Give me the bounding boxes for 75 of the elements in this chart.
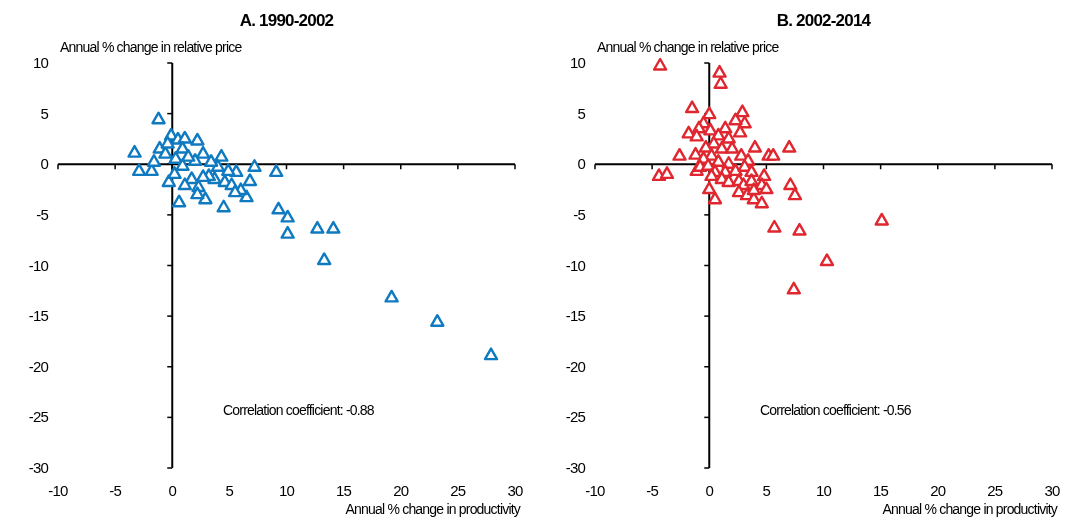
y-tick-label: 5 — [577, 104, 586, 122]
point — [384, 289, 399, 303]
point — [160, 135, 175, 149]
point — [203, 154, 219, 167]
y-axis-title: Annual % change in relative price — [597, 39, 780, 55]
y-tick-label: -10 — [565, 256, 586, 274]
point — [269, 164, 284, 178]
y-tick-label: -15 — [28, 307, 49, 325]
x-tick-label: 10 — [815, 482, 832, 499]
point — [171, 194, 187, 208]
point — [310, 220, 325, 234]
point — [131, 163, 147, 177]
y-tick-label: 0 — [577, 155, 586, 173]
x-axis-title: Annual % change in productivity — [882, 501, 1058, 517]
y-tick-label: -30 — [565, 459, 586, 476]
point — [146, 154, 162, 167]
chart-title: A. 1990-2002 — [239, 11, 334, 30]
point — [247, 159, 262, 172]
y-tick-label: 10 — [32, 54, 49, 71]
point — [151, 111, 166, 125]
y-tick-label: 0 — [40, 155, 49, 173]
annotation: Correlation coefficient: -0.56 — [760, 402, 912, 418]
point — [195, 169, 211, 183]
y-tick-label: -10 — [28, 256, 49, 274]
point — [177, 130, 193, 144]
point — [317, 252, 332, 266]
x-tick-label: 20 — [930, 482, 946, 499]
x-tick-label: 20 — [393, 482, 409, 499]
x-tick-label: 0 — [168, 482, 177, 499]
x-tick-label: 5 — [225, 482, 234, 499]
y-tick-label: 10 — [569, 54, 586, 71]
x-tick-label: 25 — [450, 482, 466, 499]
point — [167, 166, 182, 180]
x-tick-label: 0 — [705, 482, 714, 499]
point — [216, 199, 231, 213]
point — [195, 145, 211, 159]
y-tick-label: -25 — [28, 408, 49, 426]
y-tick-label: -30 — [28, 459, 49, 476]
y-tick-label: 5 — [40, 104, 49, 122]
point — [127, 144, 142, 158]
x-tick-label: 15 — [336, 482, 352, 499]
point — [177, 177, 193, 191]
point — [175, 158, 190, 171]
point — [430, 313, 445, 327]
point — [168, 150, 183, 164]
x-tick-label: -5 — [646, 482, 659, 499]
y-tick-label: -5 — [36, 205, 49, 223]
x-tick-label: 30 — [507, 482, 523, 499]
point — [190, 132, 205, 146]
point — [280, 225, 295, 239]
point — [271, 201, 286, 215]
point — [221, 163, 236, 177]
y-tick-label: -5 — [573, 205, 586, 223]
x-tick-label: 30 — [1044, 482, 1060, 499]
y-axis-title: Annual % change in relative price — [60, 39, 243, 55]
annotation: Correlation coefficient: -0.88 — [223, 402, 375, 418]
point — [190, 186, 205, 200]
point — [227, 184, 243, 198]
y-tick-label: -25 — [565, 408, 586, 426]
point — [181, 148, 196, 162]
x-tick-label: 25 — [987, 482, 1003, 499]
y-tick-label: -15 — [565, 307, 586, 325]
x-tick-label: 10 — [278, 482, 295, 499]
point — [326, 220, 341, 234]
y-tick-label: -20 — [565, 357, 586, 375]
x-tick-label: 15 — [873, 482, 889, 499]
x-axis-title: Annual % change in productivity — [345, 501, 521, 517]
point — [214, 148, 229, 162]
x-tick-label: -5 — [109, 482, 122, 499]
x-tick-label: 5 — [762, 482, 771, 499]
chart-title: B. 2002-2014 — [776, 11, 872, 30]
point — [280, 209, 295, 223]
point — [242, 173, 258, 187]
y-tick-label: -20 — [28, 357, 49, 375]
point — [483, 347, 499, 361]
